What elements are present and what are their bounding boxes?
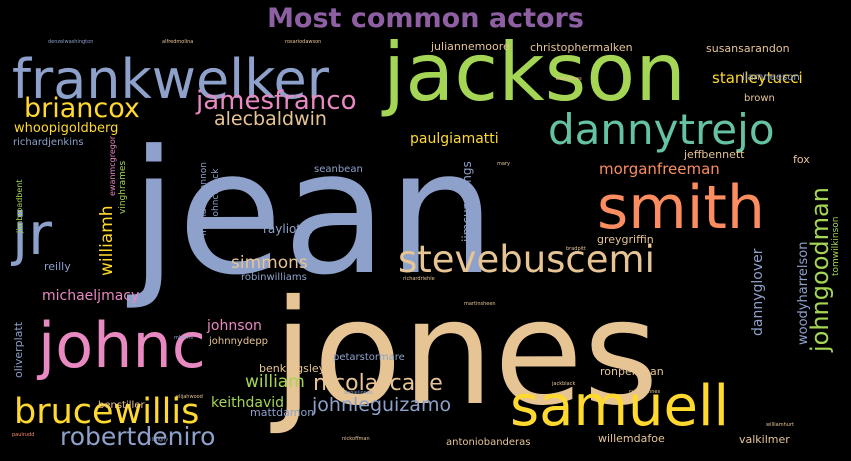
word-jackson: jackson bbox=[381, 36, 686, 119]
word-oliverplatt: oliverplatt bbox=[12, 321, 25, 378]
word-frankwelker: frankwelker bbox=[12, 48, 330, 111]
word-martinsheen: martinsheen bbox=[464, 301, 496, 307]
word-johnc: johnc bbox=[36, 309, 206, 382]
word-jamesfranco: jamesfranco bbox=[195, 86, 356, 116]
word-johngoodman: johngoodman bbox=[806, 187, 834, 353]
word-robinwilliams: robinwilliams bbox=[241, 272, 307, 283]
word-johncusack: johncusack bbox=[211, 168, 221, 220]
word-billnighy: billnighy bbox=[147, 437, 168, 443]
word-williamh: williamh bbox=[97, 205, 117, 276]
word-nicolascage: nicolascage bbox=[313, 371, 443, 396]
word-mattdamon: mattdamon bbox=[250, 406, 314, 419]
word-johnnydepp: johnnydepp bbox=[208, 336, 268, 347]
word-simmons: simmons bbox=[231, 253, 308, 273]
word-michaelshannon: michaelshannon bbox=[199, 162, 209, 236]
chart-title: Most common actors bbox=[267, 3, 584, 34]
word-johnson: johnson bbox=[206, 318, 262, 334]
word-richardriehle: richardriehle bbox=[403, 276, 435, 282]
word-antoniobanderas: antoniobanderas bbox=[446, 437, 531, 448]
word-paulrudd: paulrudd bbox=[12, 432, 34, 438]
word-woodyharrelson: woodyharrelson bbox=[796, 242, 811, 345]
word-babyjones: babyjones bbox=[556, 76, 582, 82]
word-vinghrames: vinghrames bbox=[118, 161, 128, 214]
word-benstiller: benstiller bbox=[98, 400, 145, 411]
word-jimcummings: jimcummings bbox=[460, 161, 474, 243]
word-christophermalken: christophermalken bbox=[530, 41, 633, 54]
word-jeffbennett: jeffbennett bbox=[683, 148, 745, 161]
word-danieljones: danieljones bbox=[344, 390, 373, 396]
word-jr: jr bbox=[10, 200, 52, 268]
word-richardjenkins: richardjenkins bbox=[13, 137, 84, 148]
word-jean: jean bbox=[126, 114, 496, 313]
word-michaeljmacy: michaeljmacy bbox=[42, 288, 139, 304]
word-susansarandon: susansarandon bbox=[706, 42, 790, 55]
word-elijahwood: elijahwood bbox=[176, 394, 203, 400]
word-willemdafoe: willemdafoe bbox=[598, 432, 665, 445]
word-fox: fox bbox=[793, 153, 810, 166]
word-briancox: briancox bbox=[24, 93, 140, 124]
word-johnleguizamo: johnleguizamo bbox=[311, 394, 451, 416]
word-greygriffin: greygriffin bbox=[597, 233, 654, 246]
word-ewanmcgregor: ewanmcgregor bbox=[108, 135, 117, 196]
word-jackblack: jackblack bbox=[551, 381, 575, 387]
word-william: william bbox=[245, 372, 305, 392]
word-reilly: reilly bbox=[44, 260, 71, 273]
word-williamhurt: williamhurt bbox=[766, 422, 794, 428]
word-brown: brown bbox=[744, 93, 775, 104]
word-jimbroadbent: jimbroadbent bbox=[15, 179, 24, 234]
word-juliannemoore: juliannemoore bbox=[430, 40, 510, 53]
word-stanleytucci: stanleytucci bbox=[712, 69, 803, 87]
word-mharris: mharris bbox=[174, 335, 194, 341]
word-jones: jones bbox=[270, 269, 659, 438]
word-liamneeson: liamneeson bbox=[742, 72, 800, 83]
word-dannytrejo: dannytrejo bbox=[548, 105, 775, 154]
word-samuell: samuell bbox=[510, 374, 729, 439]
word-smith: smith bbox=[597, 173, 765, 243]
word-keithdavid: keithdavid bbox=[211, 395, 284, 411]
word-ronperlman: ronperlman bbox=[600, 365, 664, 378]
word-whoopigoldberg: whoopigoldberg bbox=[14, 121, 118, 136]
word-rosariodawson: rosariodawson bbox=[285, 39, 321, 45]
word-denzelwashington: denzelwashington bbox=[48, 39, 93, 45]
word-robertdeniro: robertdeniro bbox=[60, 422, 215, 451]
word-morganfreeman: morganfreeman bbox=[599, 160, 720, 178]
word-mary: mary bbox=[497, 161, 510, 167]
word-stevebuscemi: stevebuscemi bbox=[398, 238, 655, 281]
word-rayliotta: rayliotta bbox=[263, 222, 313, 236]
word-nickoffman: nickoffman bbox=[342, 436, 370, 442]
word-benkingsley: benkingsley bbox=[259, 362, 326, 375]
word-valkilmer: valkilmer bbox=[739, 433, 790, 446]
word-dannyglover: dannyglover bbox=[750, 248, 766, 336]
word-tomwilkinson: tomwilkinson bbox=[831, 217, 841, 276]
word-alecbaldwin: alecbaldwin bbox=[214, 108, 327, 130]
word-seanbean: seanbean bbox=[314, 164, 363, 175]
word-ralphfiennes: ralphfiennes bbox=[629, 389, 660, 395]
word-bradpitt: bradpitt bbox=[566, 246, 586, 252]
word-petarstormare: petarstormare bbox=[333, 352, 405, 363]
word-brucewillis: brucewillis bbox=[14, 392, 199, 432]
word-alfredmolina: alfredmolina bbox=[162, 39, 193, 45]
word-paulgiamatti: paulgiamatti bbox=[410, 131, 499, 147]
